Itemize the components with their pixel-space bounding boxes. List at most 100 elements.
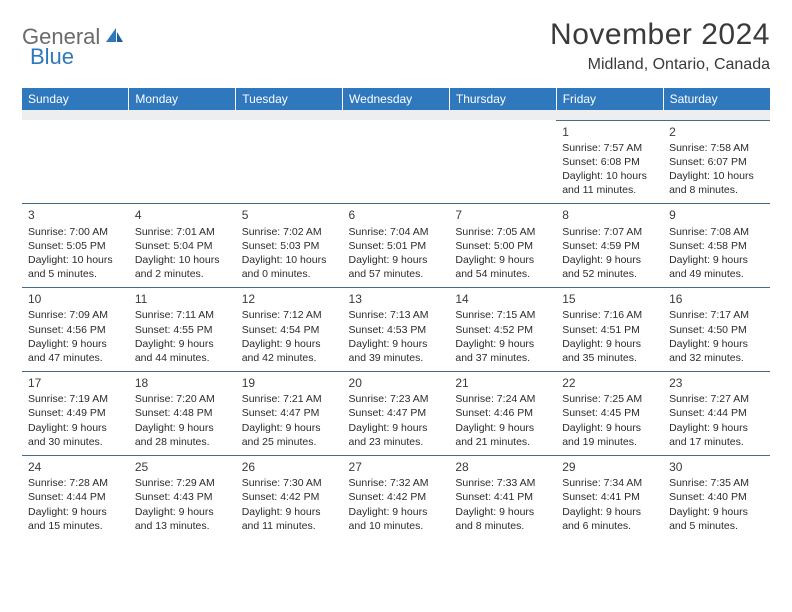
calendar-day-empty (129, 120, 236, 204)
sunset-text: Sunset: 4:52 PM (455, 323, 550, 337)
calendar-day: 20Sunrise: 7:23 AMSunset: 4:47 PMDayligh… (343, 372, 450, 456)
sunrise-text: Sunrise: 7:04 AM (349, 225, 444, 239)
day-number: 28 (455, 459, 550, 475)
calendar-day: 27Sunrise: 7:32 AMSunset: 4:42 PMDayligh… (343, 456, 450, 539)
daylight-text: Daylight: 9 hours and 54 minutes. (455, 253, 550, 281)
calendar-day: 17Sunrise: 7:19 AMSunset: 4:49 PMDayligh… (22, 372, 129, 456)
sunset-text: Sunset: 4:42 PM (242, 490, 337, 504)
sunset-text: Sunset: 6:08 PM (562, 155, 657, 169)
weekday-header: Thursday (449, 88, 556, 110)
day-number: 5 (242, 207, 337, 223)
calendar-week: 1Sunrise: 7:57 AMSunset: 6:08 PM Daylight… (22, 120, 770, 204)
weekday-header: Friday (556, 88, 663, 110)
calendar-day: 21Sunrise: 7:24 AMSunset: 4:46 PMDayligh… (449, 372, 556, 456)
calendar-week: 10Sunrise: 7:09 AMSunset: 4:56 PMDayligh… (22, 288, 770, 372)
sunset-text: Sunset: 4:47 PM (349, 406, 444, 420)
calendar-day: 8Sunrise: 7:07 AMSunset: 4:59 PMDaylight… (556, 204, 663, 288)
day-number: 17 (28, 375, 123, 391)
sunrise-text: Sunrise: 7:25 AM (562, 392, 657, 406)
sunrise-text: Sunrise: 7:28 AM (28, 476, 123, 490)
sunrise-text: Sunrise: 7:30 AM (242, 476, 337, 490)
calendar-day: 18Sunrise: 7:20 AMSunset: 4:48 PMDayligh… (129, 372, 236, 456)
sunset-text: Sunset: 4:59 PM (562, 239, 657, 253)
calendar-day: 10Sunrise: 7:09 AMSunset: 4:56 PMDayligh… (22, 288, 129, 372)
daylight-text: Daylight: 9 hours and 11 minutes. (242, 505, 337, 533)
daylight-text: Daylight: 9 hours and 39 minutes. (349, 337, 444, 365)
sunset-text: Sunset: 4:49 PM (28, 406, 123, 420)
daylight-text: Daylight: 9 hours and 21 minutes. (455, 421, 550, 449)
daylight-text: Daylight: 10 hours and 0 minutes. (242, 253, 337, 281)
day-number: 19 (242, 375, 337, 391)
sunrise-text: Sunrise: 7:57 AM (562, 141, 657, 155)
sunset-text: Sunset: 4:42 PM (349, 490, 444, 504)
daylight-text: Daylight: 9 hours and 17 minutes. (669, 421, 764, 449)
daylight-text: Daylight: 9 hours and 49 minutes. (669, 253, 764, 281)
sunset-text: Sunset: 4:56 PM (28, 323, 123, 337)
calendar-day: 5Sunrise: 7:02 AMSunset: 5:03 PMDaylight… (236, 204, 343, 288)
sunset-text: Sunset: 5:04 PM (135, 239, 230, 253)
sunrise-text: Sunrise: 7:32 AM (349, 476, 444, 490)
calendar-day-empty (236, 120, 343, 204)
daylight-text: Daylight: 9 hours and 6 minutes. (562, 505, 657, 533)
calendar-header: SundayMondayTuesdayWednesdayThursdayFrid… (22, 88, 770, 110)
sunrise-text: Sunrise: 7:27 AM (669, 392, 764, 406)
day-number: 8 (562, 207, 657, 223)
sunset-text: Sunset: 4:51 PM (562, 323, 657, 337)
sunset-text: Sunset: 4:50 PM (669, 323, 764, 337)
day-number: 14 (455, 291, 550, 307)
daylight-text: Daylight: 9 hours and 28 minutes. (135, 421, 230, 449)
day-number: 10 (28, 291, 123, 307)
day-number: 15 (562, 291, 657, 307)
location-text: Midland, Ontario, Canada (550, 56, 770, 74)
day-number: 13 (349, 291, 444, 307)
daylight-text: Daylight: 9 hours and 25 minutes. (242, 421, 337, 449)
sunset-text: Sunset: 5:05 PM (28, 239, 123, 253)
calendar-day: 28Sunrise: 7:33 AMSunset: 4:41 PMDayligh… (449, 456, 556, 539)
calendar-day: 2Sunrise: 7:58 AMSunset: 6:07 PMDaylight… (663, 120, 770, 204)
calendar-day: 7Sunrise: 7:05 AMSunset: 5:00 PMDaylight… (449, 204, 556, 288)
daylight-text: Daylight: 9 hours and 13 minutes. (135, 505, 230, 533)
sunrise-text: Sunrise: 7:34 AM (562, 476, 657, 490)
day-number: 1 (562, 124, 657, 140)
weekday-header: Wednesday (343, 88, 450, 110)
day-number: 20 (349, 375, 444, 391)
sunrise-text: Sunrise: 7:15 AM (455, 308, 550, 322)
sunset-text: Sunset: 4:44 PM (28, 490, 123, 504)
logo-sub: Blue (30, 44, 74, 70)
day-number: 6 (349, 207, 444, 223)
daylight-text: Daylight: 9 hours and 23 minutes. (349, 421, 444, 449)
sunset-text: Sunset: 5:03 PM (242, 239, 337, 253)
sunset-text: Sunset: 4:58 PM (669, 239, 764, 253)
calendar-day: 19Sunrise: 7:21 AMSunset: 4:47 PMDayligh… (236, 372, 343, 456)
calendar-day: 16Sunrise: 7:17 AMSunset: 4:50 PMDayligh… (663, 288, 770, 372)
calendar-day: 13Sunrise: 7:13 AMSunset: 4:53 PMDayligh… (343, 288, 450, 372)
calendar-day: 15Sunrise: 7:16 AMSunset: 4:51 PMDayligh… (556, 288, 663, 372)
sunrise-text: Sunrise: 7:12 AM (242, 308, 337, 322)
daylight-text: Daylight: 9 hours and 57 minutes. (349, 253, 444, 281)
sunrise-text: Sunrise: 7:01 AM (135, 225, 230, 239)
calendar-day: 25Sunrise: 7:29 AMSunset: 4:43 PMDayligh… (129, 456, 236, 539)
daylight-text: Daylight: 10 hours and 8 minutes. (669, 169, 764, 197)
day-number: 25 (135, 459, 230, 475)
calendar-day: 23Sunrise: 7:27 AMSunset: 4:44 PMDayligh… (663, 372, 770, 456)
sunset-text: Sunset: 5:00 PM (455, 239, 550, 253)
daylight-text: Daylight: 9 hours and 35 minutes. (562, 337, 657, 365)
day-number: 27 (349, 459, 444, 475)
day-number: 23 (669, 375, 764, 391)
daylight-text: Daylight: 10 hours and 2 minutes. (135, 253, 230, 281)
sunset-text: Sunset: 4:45 PM (562, 406, 657, 420)
sunset-text: Sunset: 4:54 PM (242, 323, 337, 337)
sunrise-text: Sunrise: 7:58 AM (669, 141, 764, 155)
calendar-week: 17Sunrise: 7:19 AMSunset: 4:49 PMDayligh… (22, 372, 770, 456)
weekday-header: Monday (129, 88, 236, 110)
calendar-day: 11Sunrise: 7:11 AMSunset: 4:55 PMDayligh… (129, 288, 236, 372)
sunrise-text: Sunrise: 7:13 AM (349, 308, 444, 322)
sunrise-text: Sunrise: 7:20 AM (135, 392, 230, 406)
weekday-header: Saturday (663, 88, 770, 110)
sunset-text: Sunset: 4:47 PM (242, 406, 337, 420)
calendar-day-empty (343, 120, 450, 204)
calendar-day: 4Sunrise: 7:01 AMSunset: 5:04 PMDaylight… (129, 204, 236, 288)
calendar-day: 1Sunrise: 7:57 AMSunset: 6:08 PMDaylight… (556, 120, 663, 204)
day-number: 30 (669, 459, 764, 475)
sunrise-text: Sunrise: 7:11 AM (135, 308, 230, 322)
